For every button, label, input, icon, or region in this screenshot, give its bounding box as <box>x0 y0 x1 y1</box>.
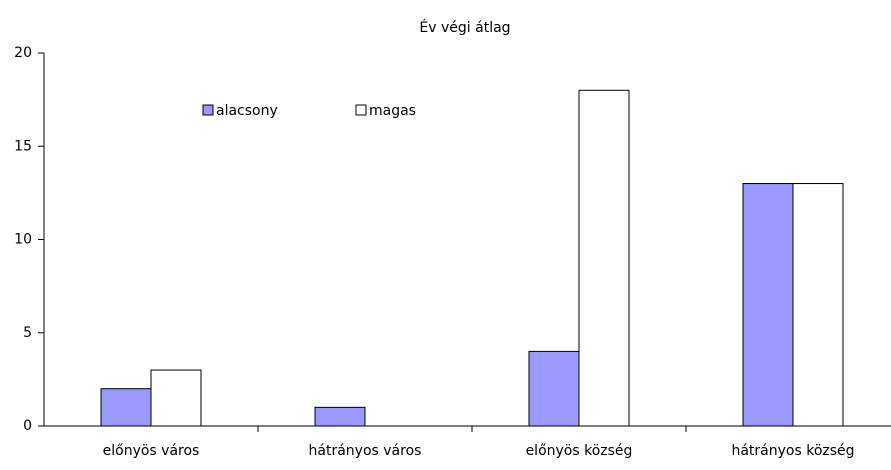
legend-label: magas <box>369 103 416 119</box>
bar <box>150 369 202 427</box>
x-tick-label: előnyös község <box>526 443 633 459</box>
chart-title: Év végi átlag <box>419 19 510 36</box>
legend-label: alacsony <box>216 103 278 119</box>
legend-swatch <box>202 104 214 116</box>
bar <box>100 388 152 427</box>
bar <box>792 183 844 427</box>
x-tick-label: hátrányos község <box>731 443 854 459</box>
bar <box>314 406 366 427</box>
x-tick-label: hátrányos város <box>309 443 422 459</box>
y-tick-label: 0 <box>23 418 32 434</box>
bar <box>528 350 580 427</box>
y-tick-label: 10 <box>14 232 32 248</box>
y-tick-label: 5 <box>23 325 32 341</box>
y-tick-label: 15 <box>14 138 32 154</box>
y-tick-label: 20 <box>14 45 32 61</box>
x-tick-label: előnyös város <box>103 443 200 459</box>
bar <box>578 89 630 427</box>
legend-swatch <box>355 104 367 116</box>
bar <box>742 183 794 427</box>
